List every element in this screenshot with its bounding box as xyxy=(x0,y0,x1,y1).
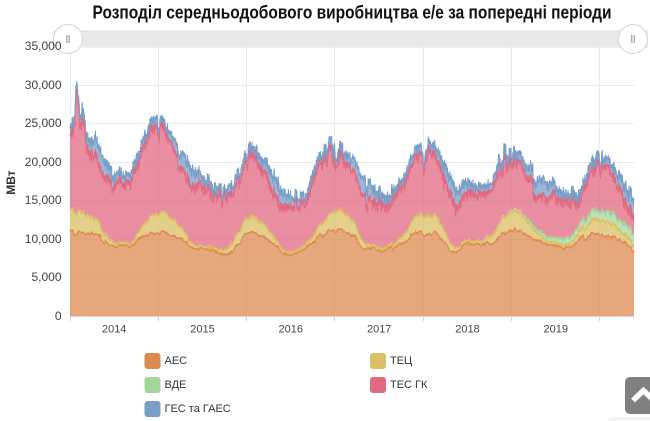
svg-text:МВт: МВт xyxy=(4,170,18,195)
svg-text:2016: 2016 xyxy=(279,324,303,336)
svg-text:5,000: 5,000 xyxy=(31,270,61,284)
svg-text:20,000: 20,000 xyxy=(25,155,62,169)
svg-text:ВДЕ: ВДЕ xyxy=(165,379,187,391)
svg-text:2017: 2017 xyxy=(367,324,391,336)
svg-text:2019: 2019 xyxy=(544,324,568,336)
svg-text:Розподіл середньодобового виро: Розподіл середньодобового виробництва е/… xyxy=(93,3,612,23)
svg-text:2018: 2018 xyxy=(455,324,479,336)
svg-text:35,000: 35,000 xyxy=(25,39,62,53)
svg-text:АЕС: АЕС xyxy=(165,355,188,367)
svg-text:25,000: 25,000 xyxy=(25,116,62,130)
svg-text:ТЕС ГК: ТЕС ГК xyxy=(390,379,428,391)
svg-text:2014: 2014 xyxy=(102,324,126,336)
svg-text:10,000: 10,000 xyxy=(25,232,62,246)
svg-text:0: 0 xyxy=(55,309,62,323)
svg-text:ТЕЦ: ТЕЦ xyxy=(390,355,412,367)
svg-text:15,000: 15,000 xyxy=(25,193,62,207)
svg-text:ГЕС та ГАЕС: ГЕС та ГАЕС xyxy=(165,403,231,415)
svg-text:30,000: 30,000 xyxy=(25,78,62,92)
svg-text:2015: 2015 xyxy=(190,324,214,336)
